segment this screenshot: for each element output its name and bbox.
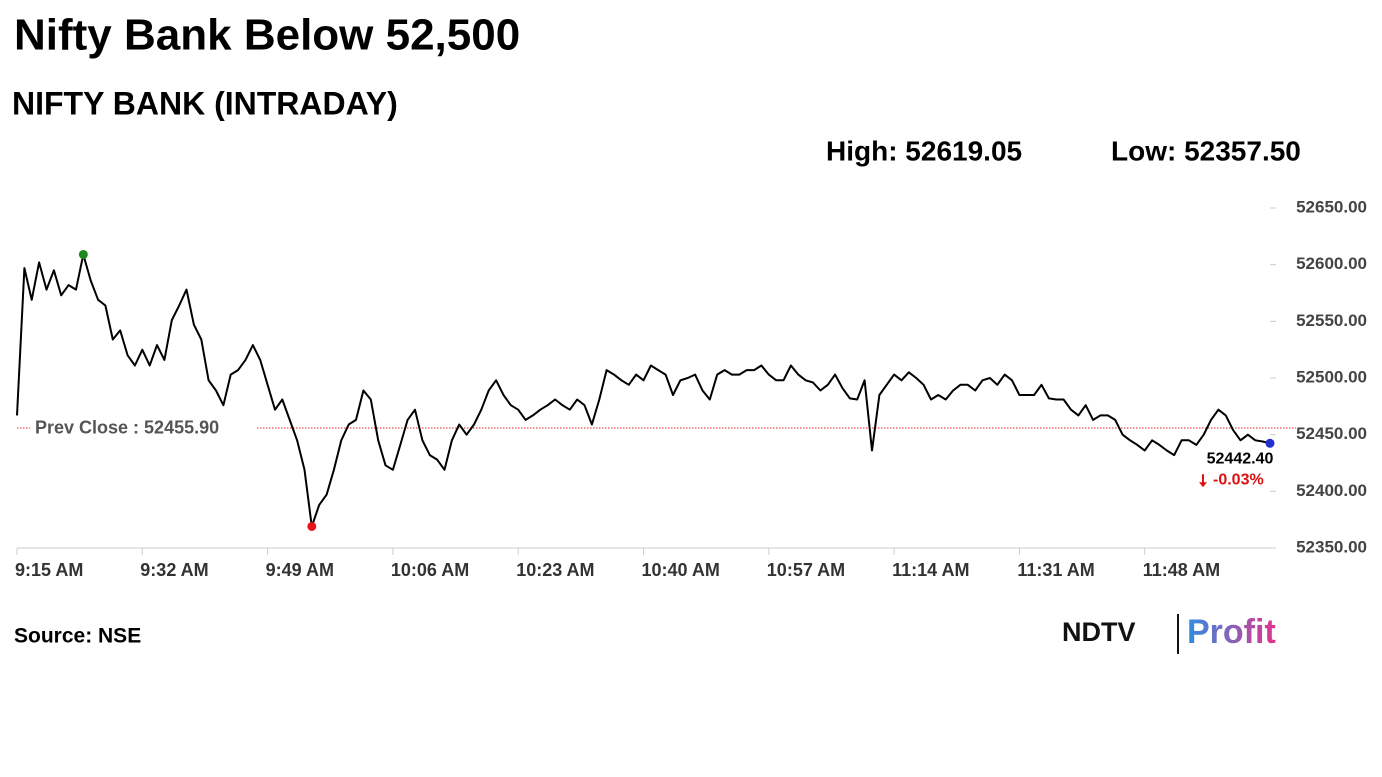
logo-product: Profit [1187, 613, 1276, 651]
logo-brand: NDTV [1062, 617, 1136, 647]
y-tick-label: 52350.00 [1296, 537, 1367, 556]
chart-title: Nifty Bank Below 52,500 [14, 11, 520, 60]
x-tick-label: 11:14 AM [892, 560, 969, 580]
change-label: -0.03% [1213, 471, 1264, 488]
y-tick-label: 52500.00 [1296, 367, 1367, 386]
y-tick-label: 52400.00 [1296, 481, 1367, 500]
y-tick-label: 52600.00 [1296, 254, 1367, 273]
x-tick-label: 10:40 AM [642, 560, 720, 580]
x-tick-label: 10:57 AM [767, 560, 845, 580]
price-line [16, 253, 1271, 528]
high-text: High: 52619.05 [826, 135, 1022, 166]
low-text: Low: 52357.50 [1111, 135, 1301, 166]
low-marker [307, 521, 317, 531]
x-tick-label: 10:23 AM [516, 560, 594, 580]
y-tick-label: 52450.00 [1296, 424, 1367, 443]
high-marker [78, 249, 88, 259]
prev-close-label: Prev Close : 52455.90 [35, 418, 219, 438]
x-tick-label: 9:49 AM [266, 560, 334, 580]
x-tick-label: 11:48 AM [1143, 560, 1220, 580]
source: Source: NSE [14, 625, 141, 648]
last-value-label: 52442.40 [1207, 450, 1274, 467]
chart-subtitle: NIFTY BANK (INTRADAY) [12, 85, 398, 121]
x-tick-label: 9:15 AM [15, 560, 83, 580]
x-tick-label: 10:06 AM [391, 560, 469, 580]
y-tick-label: 52650.00 [1296, 197, 1367, 216]
down-arrow [1199, 474, 1207, 488]
x-tick-label: 11:31 AM [1017, 560, 1094, 580]
x-tick-label: 9:32 AM [140, 560, 208, 580]
y-tick-label: 52550.00 [1296, 311, 1367, 330]
last-marker [1265, 438, 1275, 448]
prev-close-bg [30, 416, 256, 439]
